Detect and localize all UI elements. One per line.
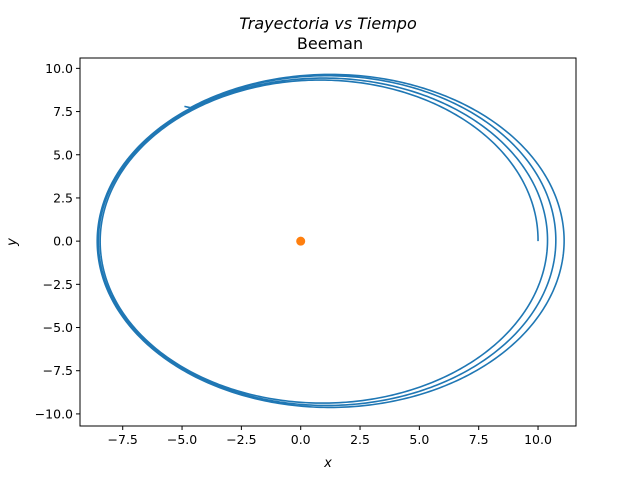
- x-tick-label: 5.0: [409, 432, 429, 447]
- x-tick-label: −7.5: [108, 432, 138, 447]
- plot-area: [80, 58, 576, 426]
- y-axis-label: y: [5, 238, 20, 247]
- x-axis-label: x: [323, 456, 332, 471]
- x-tick-label: 2.5: [350, 432, 370, 447]
- y-tick-label: 7.5: [53, 104, 73, 119]
- x-tick-label: −5.0: [167, 432, 197, 447]
- y-tick-label: 5.0: [53, 147, 73, 162]
- series-layer: [96, 73, 565, 409]
- x-tick-label: −2.5: [226, 432, 256, 447]
- origin-point: [296, 236, 306, 246]
- y-tick-label: −7.5: [43, 363, 73, 378]
- y-tick-label: 2.5: [53, 190, 73, 205]
- chart-subtitle: Beeman: [297, 34, 363, 53]
- x-tick-label: 10.0: [524, 432, 552, 447]
- y-tick-label: 10.0: [45, 61, 73, 76]
- y-axis-ticks: 10.0 7.5 5.0 2.5 0.0 −2.5 −5.0 −7.5 −10.0: [35, 61, 80, 421]
- axes-frame: [79, 57, 577, 427]
- x-tick-label: 7.5: [469, 432, 489, 447]
- x-tick-label: 0.0: [291, 432, 311, 447]
- chart-title: Trayectoria vs Tiempo: [239, 14, 417, 33]
- x-axis-ticks: −7.5 −5.0 −2.5 0.0 2.5 5.0 7.5 10.0: [108, 426, 552, 447]
- y-tick-label: −2.5: [43, 277, 73, 292]
- trajectory-line: [96, 73, 565, 409]
- y-tick-label: −5.0: [43, 320, 73, 335]
- y-tick-label: −10.0: [35, 406, 73, 421]
- y-tick-label: 0.0: [53, 234, 73, 249]
